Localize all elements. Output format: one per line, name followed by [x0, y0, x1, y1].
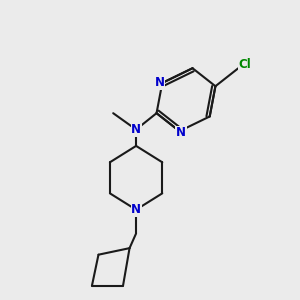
Text: N: N — [131, 123, 141, 136]
Text: N: N — [176, 126, 186, 139]
Text: N: N — [131, 203, 141, 216]
Text: N: N — [155, 76, 165, 89]
Text: Cl: Cl — [238, 58, 251, 71]
